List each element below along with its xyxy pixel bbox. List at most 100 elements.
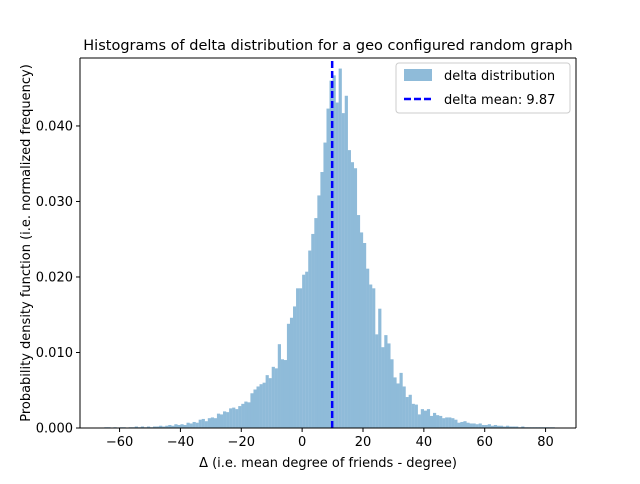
x-tick-label: −60	[106, 435, 133, 450]
histogram-bar	[472, 423, 476, 428]
histogram-bar	[201, 418, 205, 428]
legend-label-histogram: delta distribution	[444, 69, 555, 84]
histogram-bar	[253, 389, 257, 428]
histogram-bar	[475, 424, 479, 428]
histogram-bar	[299, 288, 303, 428]
histogram-bar	[381, 347, 385, 428]
y-tick-label: 0.010	[36, 346, 73, 361]
histogram-bar	[454, 419, 458, 428]
histogram-bar	[499, 425, 504, 428]
histogram-bar	[375, 334, 379, 428]
histogram-bar	[177, 424, 181, 428]
histogram-bar	[457, 422, 461, 428]
histogram-bar	[165, 425, 169, 428]
histogram-bar	[317, 195, 321, 428]
histogram-bar	[420, 409, 424, 428]
histogram-bar	[445, 417, 449, 428]
histogram-bar	[235, 409, 239, 428]
histogram-bar	[432, 412, 437, 428]
histogram-bar	[490, 425, 494, 428]
histogram-bar	[338, 68, 342, 428]
histogram-bar	[393, 377, 397, 428]
histogram-bar	[244, 401, 248, 428]
histogram-bar	[259, 384, 263, 428]
histogram-bar	[274, 368, 278, 428]
histogram-bar	[308, 250, 312, 428]
histogram-bar	[226, 412, 230, 428]
histogram-bar	[332, 75, 336, 429]
histogram-bar	[335, 102, 339, 429]
histogram-bar	[378, 308, 382, 428]
x-tick-label: −20	[228, 435, 255, 450]
histogram-bar	[402, 386, 406, 428]
histogram-bar	[451, 418, 455, 428]
histogram-bar	[229, 408, 233, 428]
histogram-bar	[384, 335, 388, 428]
histogram-bar	[405, 397, 409, 428]
legend: delta distribution delta mean: 9.87	[395, 62, 571, 114]
y-tick-label: 0.000	[36, 422, 73, 437]
histogram-bar	[478, 423, 482, 428]
histogram-bar	[186, 422, 190, 428]
histogram-bar	[280, 359, 285, 428]
histogram-bar	[296, 288, 300, 428]
histogram-bar	[302, 274, 306, 428]
histogram-bar	[323, 142, 327, 428]
histogram-bars	[104, 68, 555, 429]
x-tick-label: 0	[298, 435, 306, 450]
chart-title: Histograms of delta distribution for a g…	[83, 38, 572, 54]
histogram-bar	[159, 425, 163, 428]
histogram-bar	[466, 422, 470, 428]
y-tick-label: 0.040	[36, 119, 73, 134]
histogram-bar	[241, 403, 245, 428]
histogram-bar	[487, 424, 491, 428]
y-axis-label: Probability density function (i.e. norma…	[19, 64, 34, 422]
histogram-bar	[216, 413, 221, 428]
histogram-bar	[146, 426, 151, 428]
y-tick-label: 0.030	[36, 195, 73, 210]
histogram-bar	[247, 402, 251, 428]
histogram-bar	[189, 423, 193, 428]
legend-box	[395, 62, 571, 114]
histogram-bar	[283, 360, 288, 428]
histogram-bar	[481, 424, 485, 428]
histogram-bar	[353, 168, 358, 429]
legend-label-mean: delta mean: 9.87	[444, 93, 555, 108]
histogram-bar	[423, 410, 428, 428]
x-axis-ticks: −60 −40 −20 0 20 40 60 80	[106, 428, 554, 450]
histogram-bar	[439, 415, 443, 428]
histogram-bar	[305, 271, 309, 428]
y-tick-label: 0.020	[36, 270, 73, 285]
histogram-bar	[271, 366, 275, 428]
histogram-bar	[399, 372, 403, 428]
histogram-bar	[210, 417, 215, 428]
histogram-bar	[369, 284, 373, 428]
histogram-bar	[509, 426, 513, 428]
histogram-bar	[153, 426, 157, 428]
histogram-bar	[506, 425, 510, 428]
histogram-bar	[256, 386, 260, 428]
histogram-bar	[463, 421, 467, 428]
histogram-bar	[326, 108, 330, 428]
histogram-bar	[238, 406, 242, 428]
histogram-bar	[204, 421, 208, 428]
histogram-bar	[162, 426, 166, 428]
histogram-bar	[168, 424, 172, 428]
histogram-bar	[265, 375, 269, 428]
histogram-bar	[512, 426, 516, 428]
histogram-bar	[469, 423, 473, 428]
histogram-bar	[356, 215, 361, 428]
histogram-bar	[411, 403, 415, 428]
x-tick-label: −40	[167, 435, 194, 450]
histogram-bar	[219, 414, 224, 428]
histogram-bar	[314, 218, 318, 428]
histogram-bar	[293, 306, 297, 428]
histogram-bar	[174, 424, 178, 428]
histogram-bar	[195, 422, 199, 428]
histogram-bar	[502, 426, 507, 428]
histogram-bar	[250, 393, 254, 428]
histogram-bar	[387, 343, 391, 428]
histogram-bar	[344, 95, 348, 428]
histogram-bar	[171, 425, 175, 428]
